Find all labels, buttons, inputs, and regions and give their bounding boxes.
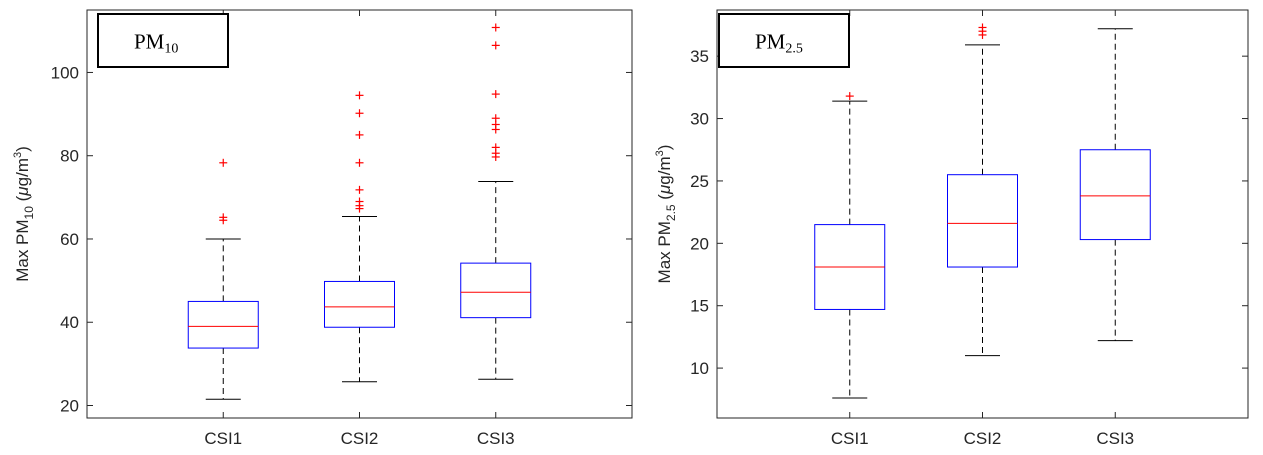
x-tick-label: CSI1 <box>831 429 869 448</box>
y-tick-label: 15 <box>690 297 709 316</box>
chart-pm25: 10 15 20 25 30 35 CSI1 CSI2 CSI3 PM2.5 Max PM2.5 (… <box>654 9 1249 448</box>
box-csi3 <box>1079 28 1151 342</box>
panel-label: PM10 <box>134 30 178 57</box>
outlier-marker <box>491 23 500 32</box>
box-csi1 <box>814 92 886 399</box>
y-tick-label: 25 <box>690 172 709 191</box>
outlier-marker <box>355 204 364 213</box>
y-tick-label: 20 <box>690 234 709 253</box>
plot-frame <box>86 9 633 419</box>
y-tick-label: 60 <box>60 230 79 249</box>
outlier-marker <box>355 185 364 194</box>
outlier-marker <box>355 130 364 139</box>
x-tick-label: CSI2 <box>341 429 379 448</box>
x-tick-label: CSI3 <box>1096 429 1134 448</box>
outlier-marker <box>219 216 228 225</box>
box-csi2 <box>324 91 395 383</box>
outlier-marker <box>491 90 500 99</box>
y-tick-label: 40 <box>60 313 79 332</box>
iqr-box <box>460 262 532 319</box>
y-tick-label: 10 <box>690 359 709 378</box>
outlier-marker <box>845 92 854 101</box>
outlier-marker <box>355 91 364 100</box>
y-tick-label: 20 <box>60 397 79 416</box>
outlier-marker <box>491 41 500 50</box>
y-tick-label: 100 <box>51 63 79 82</box>
outlier-marker <box>219 158 228 167</box>
outlier-marker <box>491 152 500 161</box>
x-tick-label: CSI1 <box>204 429 242 448</box>
box-csi3 <box>460 23 532 380</box>
outlier-marker <box>978 30 987 39</box>
y-tick-label: 30 <box>690 110 709 129</box>
x-tick-label: CSI3 <box>477 429 515 448</box>
box-csi1 <box>187 158 259 400</box>
y-axis-label: Max PM10 (μg/m3) <box>12 146 36 282</box>
box-csi2 <box>947 23 1018 357</box>
x-tick-label: CSI2 <box>964 429 1002 448</box>
panel-label-box <box>718 13 850 68</box>
iqr-box <box>187 300 259 349</box>
iqr-box <box>1079 149 1151 241</box>
iqr-box <box>947 174 1018 268</box>
y-axis-label: Max PM2.5 (μg/m3) <box>654 145 678 284</box>
y-tick-label: 80 <box>60 147 79 166</box>
iqr-box <box>324 280 395 328</box>
outlier-marker <box>355 158 364 167</box>
panel-label: PM2.5 <box>755 30 803 57</box>
outlier-marker <box>491 125 500 134</box>
panel-label-box <box>97 13 229 68</box>
chart-pm10: 20 40 60 80 100 CSI1 CSI2 CSI3 PM10 Max PM10 (μg/… <box>12 9 633 448</box>
y-tick-label: 35 <box>690 47 709 66</box>
outlier-marker <box>355 109 364 118</box>
